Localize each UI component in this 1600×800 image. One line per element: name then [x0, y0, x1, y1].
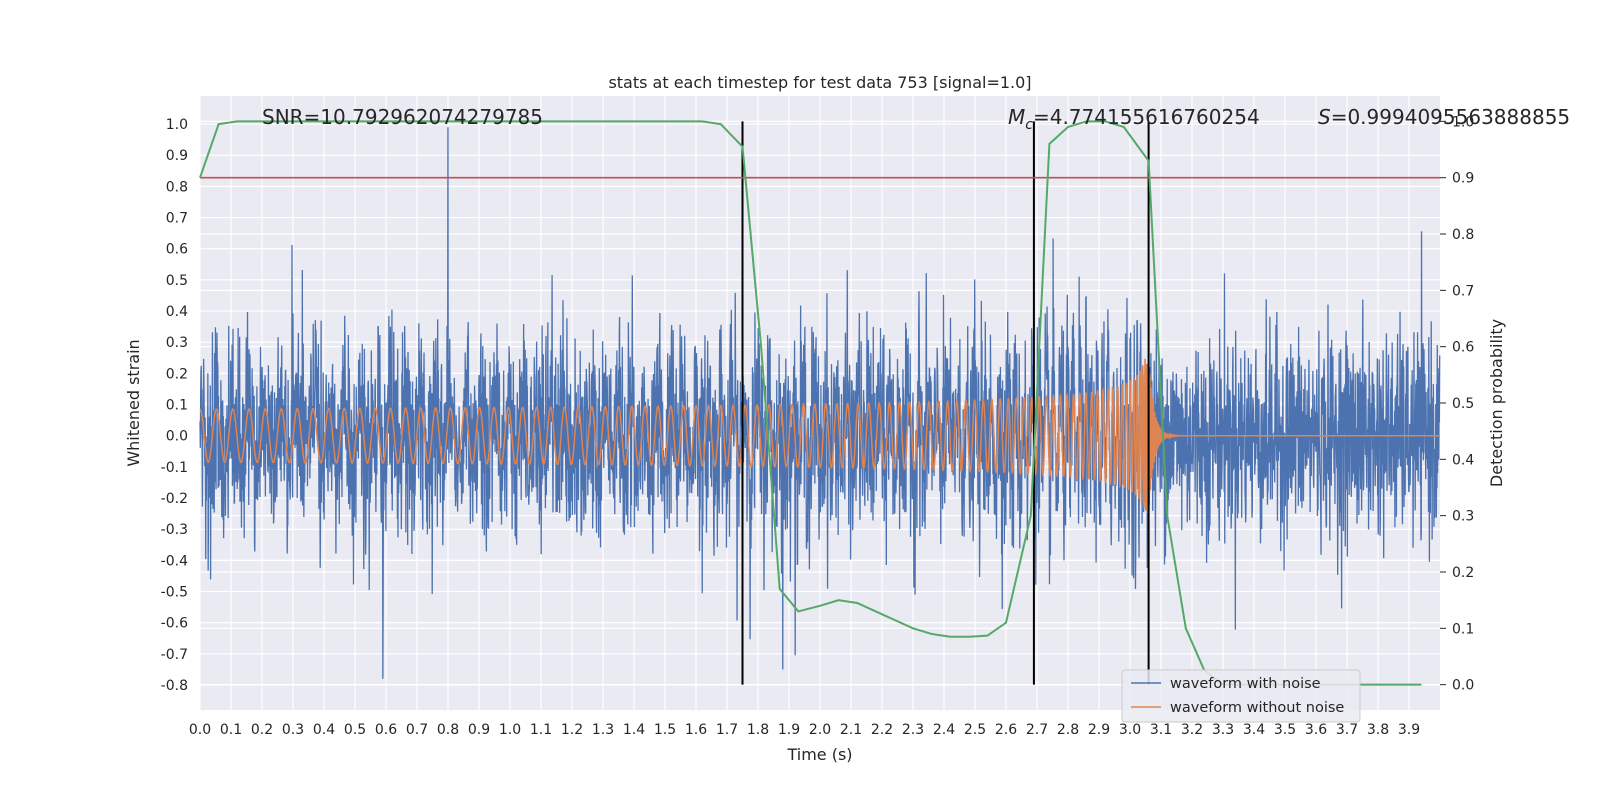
y-tick-label: -0.7 [161, 647, 188, 663]
x-tick-label: 0.2 [251, 722, 273, 738]
x-tick-label: 2.1 [840, 722, 862, 738]
x-tick-label: 2.6 [995, 722, 1017, 738]
y-tick-label: -0.8 [161, 678, 188, 694]
x-tick-label: 1.6 [685, 722, 707, 738]
chirp-mass-value: =4.774155616760254 [1033, 105, 1260, 129]
x-tick-label: 3.5 [1274, 722, 1296, 738]
chirp-mass-symbol: M [1008, 105, 1025, 129]
y-tick-label: -0.2 [161, 491, 188, 507]
y-tick-label: 0.2 [166, 366, 188, 382]
x-tick-label: 3.1 [1150, 722, 1172, 738]
y-tick-label: 0.6 [166, 242, 188, 258]
y-tick-label: 0.4 [166, 304, 188, 320]
x-tick-label: 0.4 [313, 722, 335, 738]
y2-tick-label: 0.8 [1452, 227, 1474, 243]
y-tick-label: 0.8 [166, 179, 188, 195]
x-tick-label: 1.8 [747, 722, 769, 738]
y-tick-label: -0.3 [161, 522, 188, 538]
x-tick-label: 3.9 [1398, 722, 1420, 738]
y-tick-label: 0.1 [166, 398, 188, 414]
y2-tick-label: 0.7 [1452, 283, 1474, 299]
x-tick-label: 3.4 [1243, 722, 1265, 738]
s-annotation: S=0.9994095563888855 [1318, 105, 1570, 129]
chirp-mass-subscript: c [1025, 117, 1033, 133]
x-tick-label: 0.7 [406, 722, 428, 738]
y-tick-label: -0.5 [161, 585, 188, 601]
x-tick-label: 3.8 [1367, 722, 1389, 738]
x-tick-label: 0.3 [282, 722, 304, 738]
x-tick-label: 2.4 [933, 722, 955, 738]
y-tick-label: 0.9 [166, 148, 188, 164]
series-waveform-without-noise [199, 357, 1440, 514]
y-tick-label: -0.1 [161, 460, 188, 476]
x-tick-label: 2.2 [871, 722, 893, 738]
series-waveform-with-noise [199, 127, 1441, 679]
x-axis-label: Time (s) [786, 745, 852, 764]
x-tick-label: 3.3 [1212, 722, 1234, 738]
x-tick-label: 1.9 [778, 722, 800, 738]
x-axis-ticks: 0.0 0.1 0.2 0.3 0.4 0.5 0.6 0.7 0.8 0.9 1.0 1.1 1.2 1… [189, 722, 1420, 738]
y-tick-label: 0.3 [166, 335, 188, 351]
x-tick-label: 2.5 [964, 722, 986, 738]
x-tick-label: 2.8 [1057, 722, 1079, 738]
x-tick-label: 0.6 [375, 722, 397, 738]
x-tick-label: 0.0 [189, 722, 211, 738]
x-tick-label: 1.7 [716, 722, 738, 738]
chirp-mass-annotation: Mc=4.774155616760254 [1008, 105, 1260, 133]
y-tick-label: -0.4 [161, 553, 188, 569]
y-axis-ticks: -0.8 -0.7 -0.6 -0.5 -0.4 -0.3 -0.2 -0.1 0.0 0.1 0.… [161, 117, 188, 694]
y-axis-label: Whitened strain [124, 339, 143, 466]
legend-label-clean: waveform without noise [1170, 700, 1344, 716]
y2-axis-ticks: 0.0 0.1 0.2 0.3 0.4 0.5 0.6 0.7 0.8 0.9 1.0 [1440, 114, 1474, 694]
y-tick-label: 0.5 [166, 273, 188, 289]
legend-label-noise: waveform with noise [1170, 676, 1321, 692]
x-tick-label: 1.1 [530, 722, 552, 738]
y2-axis-label: Detection probability [1487, 319, 1506, 487]
y2-tick-label: 0.5 [1452, 396, 1474, 412]
x-tick-label: 1.5 [654, 722, 676, 738]
y-tick-label: -0.6 [161, 616, 188, 632]
x-tick-label: 2.0 [809, 722, 831, 738]
x-tick-label: 2.9 [1088, 722, 1110, 738]
clean-line [199, 357, 1440, 514]
x-tick-label: 0.9 [468, 722, 490, 738]
legend-box [1121, 669, 1361, 723]
y2-tick-label: 0.3 [1452, 509, 1474, 525]
s-symbol: S [1318, 105, 1331, 129]
y-tick-label: 0.7 [166, 211, 188, 227]
y2-tick-label: 0.2 [1452, 565, 1474, 581]
y2-tick-label: 0.6 [1452, 340, 1474, 356]
y2-tick-label: 0.9 [1452, 171, 1474, 187]
x-tick-label: 1.0 [499, 722, 521, 738]
chart-title: stats at each timestep for test data 753… [608, 73, 1031, 92]
y-tick-label: 1.0 [166, 117, 188, 133]
x-tick-label: 3.0 [1119, 722, 1141, 738]
x-tick-label: 3.2 [1181, 722, 1203, 738]
x-tick-label: 1.4 [623, 722, 645, 738]
x-tick-label: 3.7 [1336, 722, 1358, 738]
y-tick-label: 0.0 [166, 429, 188, 445]
y2-tick-label: 0.4 [1452, 452, 1474, 468]
legend: waveform with noise waveform without noi… [1121, 669, 1361, 723]
x-tick-label: 2.3 [902, 722, 924, 738]
x-tick-label: 0.5 [344, 722, 366, 738]
x-tick-label: 3.6 [1305, 722, 1327, 738]
event-lines [741, 121, 1150, 685]
x-tick-label: 2.7 [1026, 722, 1048, 738]
x-tick-label: 1.3 [592, 722, 614, 738]
x-tick-label: 0.1 [220, 722, 242, 738]
noise-line [199, 127, 1441, 679]
s-value: =0.9994095563888855 [1331, 105, 1570, 129]
y2-tick-label: 0.1 [1452, 621, 1474, 637]
snr-annotation: SNR=10.792962074279785 [262, 105, 543, 129]
x-tick-label: 0.8 [437, 722, 459, 738]
y2-tick-label: 1.0 [1452, 114, 1474, 130]
y2-tick-label: 0.0 [1452, 678, 1474, 694]
x-tick-label: 1.2 [561, 722, 583, 738]
